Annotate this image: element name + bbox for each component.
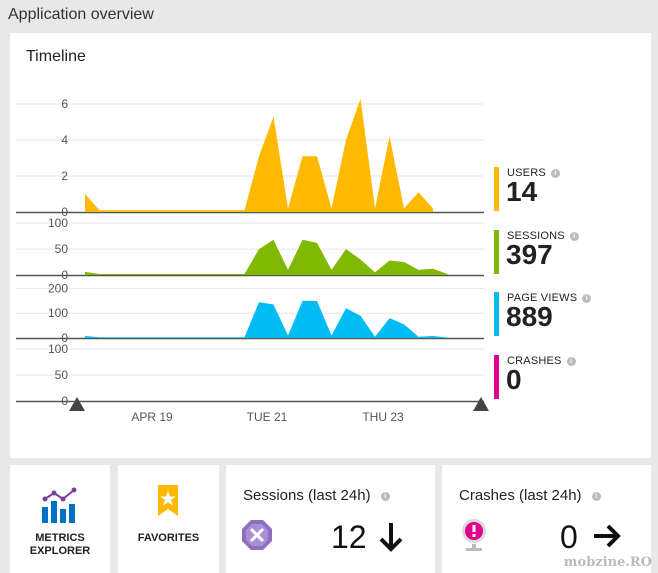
range-end-handle-icon[interactable] [473, 397, 489, 411]
metric-color-bar [494, 230, 499, 274]
metric-label: USERS [507, 167, 546, 179]
y-tick-label: 0 [61, 331, 68, 345]
y-tick-label: 0 [61, 268, 68, 282]
info-icon[interactable]: i [582, 294, 592, 303]
timeline-title: Timeline [26, 48, 86, 65]
metric-color-bar [494, 167, 499, 211]
star-bookmark-icon [158, 485, 178, 516]
info-icon[interactable]: i [591, 492, 601, 501]
range-start-handle-icon[interactable] [69, 397, 85, 411]
bar-chart-icon [42, 487, 77, 523]
y-tick-label: 6 [61, 97, 68, 111]
sessions-24h-tile[interactable]: Sessions (last 24h) i 12 [226, 465, 435, 573]
y-tick-label: 200 [48, 281, 68, 295]
series-area-users[interactable] [85, 98, 433, 212]
series-area-sessions[interactable] [85, 239, 448, 275]
y-tick-label: 0 [61, 205, 68, 219]
metric-value: 397 [506, 239, 553, 270]
y-tick-label: 50 [55, 368, 69, 382]
series-area-page-views[interactable] [85, 300, 448, 338]
tile-title: Crashes (last 24h) [459, 487, 582, 504]
metric-value: 14 [506, 176, 538, 207]
y-tick-label: 4 [61, 133, 68, 147]
tile-label: METRICS [35, 532, 85, 544]
crashes-value: 0 [560, 519, 578, 555]
metric-label: PAGE VIEWS [507, 292, 578, 304]
sessions-value: 12 [331, 519, 367, 555]
info-icon[interactable]: i [566, 357, 576, 366]
metric-page-views[interactable]: PAGE VIEWS i 889 [494, 292, 644, 336]
tile-label: FAVORITES [137, 532, 200, 544]
info-icon[interactable]: i [380, 492, 390, 501]
crash-globe-icon [462, 519, 486, 551]
metric-color-bar [494, 355, 499, 399]
timeline-panel[interactable]: Timeline 0 2 4 6 0 50 100 0 100 200 0 50 100 APR 19 … [10, 33, 651, 458]
info-icon[interactable]: i [550, 169, 560, 178]
metric-sessions[interactable]: SESSIONS i 397 [494, 230, 644, 274]
y-tick-label: 100 [48, 216, 68, 230]
metric-value: 0 [506, 364, 522, 395]
metric-users[interactable]: USERS i 14 [494, 167, 644, 211]
sessions-icon [242, 520, 272, 550]
y-tick-label: 100 [48, 342, 68, 356]
metrics-explorer-tile[interactable]: METRICS EXPLORER [10, 465, 110, 573]
y-tick-label: 0 [61, 394, 68, 408]
x-tick-label: THU 23 [362, 410, 404, 424]
x-tick-label: APR 19 [131, 410, 173, 424]
y-tick-label: 100 [48, 306, 68, 320]
metric-label: SESSIONS [507, 230, 565, 242]
tile-label: EXPLORER [29, 545, 91, 557]
metric-label: CRASHES [507, 355, 562, 367]
x-tick-label: TUE 21 [247, 410, 288, 424]
y-tick-label: 50 [55, 242, 69, 256]
y-tick-label: 2 [61, 169, 68, 183]
info-icon[interactable]: i [569, 232, 579, 241]
right-arrow-icon [594, 524, 621, 548]
down-arrow-icon [379, 523, 403, 552]
metric-value: 889 [506, 301, 553, 332]
tile-title: Sessions (last 24h) [243, 487, 371, 504]
page-title: Application overview [8, 6, 154, 23]
crashes-24h-tile[interactable]: Crashes (last 24h) i 0 [442, 465, 651, 573]
favorites-tile[interactable]: FAVORITES [118, 465, 219, 573]
metric-crashes[interactable]: CRASHES i 0 [494, 355, 644, 399]
metric-color-bar [494, 292, 499, 336]
watermark: mobzine.RO [563, 555, 652, 570]
